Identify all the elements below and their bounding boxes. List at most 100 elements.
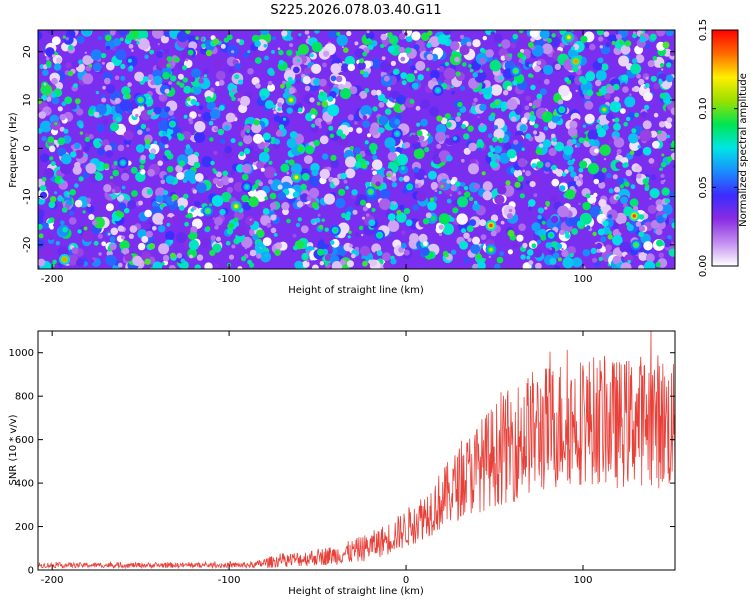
spectrogram-cell xyxy=(463,232,470,239)
spectrogram-cell xyxy=(263,132,271,141)
spectrogram-cell xyxy=(185,30,191,35)
spectrogram-cell xyxy=(621,74,629,82)
spectrogram-cell xyxy=(413,148,425,160)
spectrogram-cell xyxy=(137,129,143,135)
spectrogram-cell xyxy=(77,229,82,234)
spectrogram-cell xyxy=(607,214,613,219)
spectrogram-cell xyxy=(608,188,614,194)
spectrogram-cell xyxy=(436,143,442,149)
spectrogram-cell xyxy=(262,237,272,247)
spectrogram-cell xyxy=(444,61,450,67)
spectrogram-cell xyxy=(605,244,612,251)
spectrogram-cell xyxy=(589,205,602,218)
spectrogram-cell xyxy=(567,127,578,137)
spectrogram-cell xyxy=(490,230,497,237)
spectrogram-cell xyxy=(421,32,430,41)
spectrogram-cell xyxy=(469,68,474,73)
spectrogram-cell xyxy=(637,135,641,139)
spectrogram-cell xyxy=(638,231,645,238)
spectrogram-cell xyxy=(255,190,267,202)
spectrogram-cell xyxy=(136,144,145,153)
spectrogram-cell xyxy=(226,227,234,235)
colorbar-label: Normalized spectral amplitude xyxy=(738,73,749,227)
spectrogram-cell xyxy=(503,90,509,96)
spectrogram-cell xyxy=(638,115,643,121)
spectrogram-cell xyxy=(249,218,252,221)
spectrogram-cell xyxy=(371,40,378,47)
spectrogram-cell xyxy=(190,88,194,93)
spectrogram-cell xyxy=(272,104,276,109)
spectrogram-cell xyxy=(71,59,80,68)
spectrogram-cell xyxy=(413,166,420,173)
spectrogram-cell xyxy=(270,208,274,212)
spectrogram-cell xyxy=(137,242,146,251)
spectrogram-cell xyxy=(118,202,127,210)
spectrogram-cell xyxy=(596,119,600,123)
snr-y-ticks: 0 200 400 600 800 1000 xyxy=(9,348,675,577)
spectrogram-hotspot xyxy=(574,59,578,64)
spectrogram-cell xyxy=(444,113,451,120)
spectrogram-cell xyxy=(620,262,632,269)
spectrogram-cell xyxy=(282,117,287,121)
spectrogram-cell xyxy=(604,93,611,100)
spectrogram-cell xyxy=(450,41,460,51)
spectrogram-cell xyxy=(401,80,407,86)
spectrogram-cell xyxy=(639,36,647,43)
spectrogram-cell xyxy=(212,217,215,220)
spectrogram-cell xyxy=(78,176,84,182)
spectrogram-cell xyxy=(200,237,212,249)
spectrogram-cell xyxy=(38,31,43,40)
spectrogram-cell xyxy=(82,30,92,37)
spectrogram-hotspot xyxy=(602,107,607,112)
spectrogram-cell xyxy=(631,58,638,64)
spectrogram-cell xyxy=(210,160,215,166)
spectrogram-hotspot xyxy=(289,98,293,102)
spectrogram-cell xyxy=(418,233,428,243)
spectrogram-cell xyxy=(180,258,186,264)
spectrogram-cell xyxy=(214,216,223,226)
spectrogram-cell xyxy=(464,191,471,198)
spectrogram-cell xyxy=(468,196,474,202)
spectrogram-cell xyxy=(41,136,47,142)
spectrogram-cell xyxy=(438,224,444,230)
spectrogram-cell xyxy=(601,63,609,71)
spectrogram-cell xyxy=(297,145,304,153)
spectrogram-cell xyxy=(247,259,253,265)
spectrogram-cell xyxy=(187,49,194,56)
spectrogram-cell xyxy=(669,190,675,200)
spectrogram-cell xyxy=(472,102,476,107)
spectrogram-cell xyxy=(602,124,609,131)
spectrogram-cell xyxy=(634,112,639,118)
spectrogram-cell xyxy=(537,207,545,214)
spectrogram-cell xyxy=(316,101,321,106)
spectrogram-cell xyxy=(378,127,385,134)
spectrogram-cell xyxy=(616,104,621,108)
spectrogram-cell xyxy=(369,126,379,136)
spectrogram-cell xyxy=(127,58,132,63)
spectrogram-cell xyxy=(429,197,434,202)
y-tick-label: -10 xyxy=(22,188,33,204)
spectrogram-cell xyxy=(266,222,272,228)
spectrogram-cell xyxy=(430,216,436,221)
spectrogram-cell xyxy=(92,220,98,226)
spectrogram-cell xyxy=(615,161,624,170)
spectrogram-cell xyxy=(208,120,214,126)
spectrogram-cell xyxy=(233,217,239,223)
spectrogram-cell xyxy=(280,163,290,173)
spectrogram-cell xyxy=(97,148,105,156)
spectrogram-cell xyxy=(256,161,265,170)
spectrogram-cell xyxy=(340,88,352,100)
spectrogram-cell xyxy=(152,226,157,231)
spectrogram-cell xyxy=(606,172,612,179)
colorbar-tick-label: 0.10 xyxy=(698,98,709,120)
spectrogram-cell xyxy=(638,214,645,220)
spectrogram-cell xyxy=(594,148,599,154)
spectrogram-cell xyxy=(672,164,675,169)
spectrogram-cell xyxy=(388,97,394,102)
spectrogram-cell xyxy=(54,81,63,91)
spectrogram-cell xyxy=(512,33,519,40)
spectrogram-cell xyxy=(661,242,666,246)
spectrogram-cell xyxy=(540,234,547,241)
spectrogram-cell xyxy=(567,246,576,255)
spectrogram-cell xyxy=(362,51,368,57)
